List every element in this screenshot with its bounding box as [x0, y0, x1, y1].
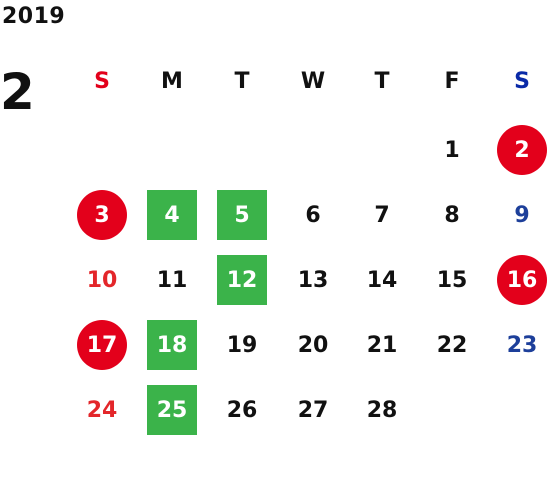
day-cell-23[interactable]: 23	[506, 332, 538, 358]
day-cell-22[interactable]: 22	[436, 332, 468, 358]
day-cell-3[interactable]: 3	[77, 190, 127, 240]
day-cell-9[interactable]: 9	[514, 202, 530, 228]
day-cell-14[interactable]: 14	[366, 267, 398, 293]
day-cell-20[interactable]: 20	[297, 332, 329, 358]
day-cell-1[interactable]: 1	[444, 137, 460, 163]
day-cell-5[interactable]: 5	[217, 190, 267, 240]
day-cell-13[interactable]: 13	[297, 267, 329, 293]
day-cell-15[interactable]: 15	[436, 267, 468, 293]
month-number: 2	[0, 63, 35, 121]
weekday-header: S M T W T F S	[0, 62, 548, 102]
day-cell-17[interactable]: 17	[77, 320, 127, 370]
day-cell-11[interactable]: 11	[156, 267, 188, 293]
weekday-tuesday: T	[234, 69, 250, 94]
day-cell-18[interactable]: 18	[147, 320, 197, 370]
day-cell-2[interactable]: 2	[497, 125, 547, 175]
weekday-friday: F	[444, 69, 460, 94]
day-cell-16[interactable]: 16	[497, 255, 547, 305]
day-cell-21[interactable]: 21	[366, 332, 398, 358]
day-cell-12[interactable]: 12	[217, 255, 267, 305]
weekday-thursday: T	[374, 69, 390, 94]
day-cell-6[interactable]: 6	[305, 202, 321, 228]
day-cell-27[interactable]: 27	[297, 397, 329, 423]
year-label: 2019	[2, 4, 66, 29]
day-cell-10[interactable]: 10	[86, 267, 118, 293]
day-cell-4[interactable]: 4	[147, 190, 197, 240]
day-cell-19[interactable]: 19	[226, 332, 258, 358]
weekday-monday: M	[161, 69, 183, 94]
day-cell-7[interactable]: 7	[374, 202, 390, 228]
day-cell-24[interactable]: 24	[86, 397, 118, 423]
weekday-wednesday: W	[300, 69, 326, 94]
day-cell-25[interactable]: 25	[147, 385, 197, 435]
weekday-sunday: S	[94, 69, 110, 94]
day-cell-26[interactable]: 26	[226, 397, 258, 423]
day-cell-8[interactable]: 8	[444, 202, 460, 228]
weekday-saturday: S	[514, 69, 530, 94]
day-cell-28[interactable]: 28	[366, 397, 398, 423]
